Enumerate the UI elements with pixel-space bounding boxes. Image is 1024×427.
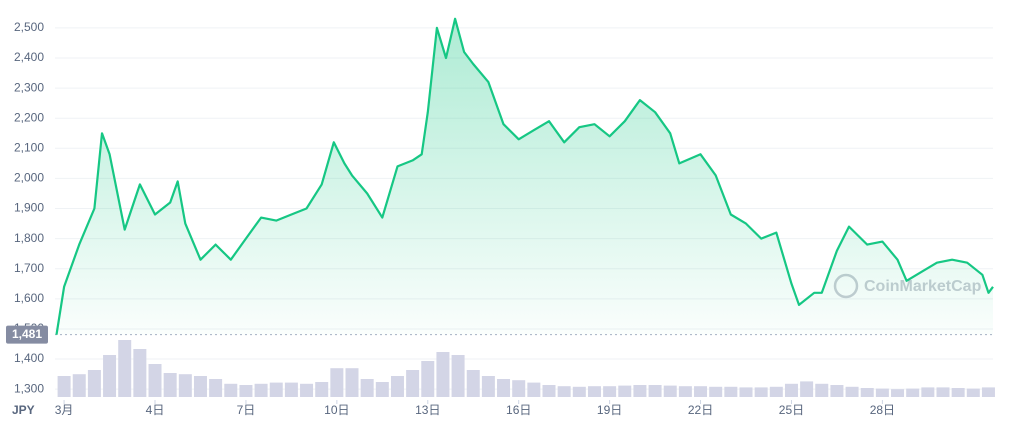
volume-bar [103, 355, 117, 397]
y-tick-label: 2,000 [14, 171, 44, 185]
volume-bar [375, 382, 389, 397]
price-marker-label: 1,481 [12, 327, 42, 341]
price-marker-badge [6, 325, 48, 344]
volume-bar [163, 373, 177, 397]
volume-bar [891, 389, 905, 397]
volume-bar [284, 382, 298, 397]
volume-bar [239, 385, 253, 397]
volume-bar [224, 383, 238, 397]
volume-bar [981, 387, 995, 397]
volume-bar [603, 386, 617, 397]
volume-bar [572, 386, 586, 397]
volume-bar [87, 370, 101, 397]
x-axis-label: JPY [12, 403, 35, 417]
volume-bar [800, 381, 814, 397]
volume-bar [648, 385, 662, 397]
volume-bar [512, 380, 526, 397]
volume-bar [739, 387, 753, 397]
volume-bar [315, 382, 329, 397]
volume-bar [724, 386, 738, 397]
x-tick-label: 13日 [415, 403, 440, 417]
y-tick-label: 2,100 [14, 140, 44, 154]
y-tick-label: 2,200 [14, 110, 44, 124]
volume-bar [118, 340, 132, 397]
volume-bar [784, 383, 798, 397]
volume-bar [57, 376, 71, 397]
volume-bar [633, 385, 647, 397]
volume-bar [527, 382, 541, 397]
volume-bar [497, 379, 511, 397]
volume-bar [345, 368, 359, 397]
volume-bar [451, 355, 465, 397]
y-tick-label: 1,300 [14, 381, 44, 395]
line [55, 17, 994, 335]
y-tick-label: 2,400 [14, 50, 44, 64]
volume-bar [936, 387, 950, 397]
volume-bar [193, 376, 207, 397]
volume-bar [769, 386, 783, 397]
volume-bar [966, 388, 980, 397]
volume-bar [830, 385, 844, 397]
volume-bar [845, 386, 859, 397]
y-tick-label: 1,700 [14, 261, 44, 275]
volume-bar [951, 388, 965, 397]
volume-bar [360, 379, 374, 397]
area [56, 18, 993, 335]
volume-bar [875, 388, 889, 397]
volume-bar [663, 385, 677, 397]
volume-bar [481, 376, 495, 397]
y-tick-label: 1,400 [14, 351, 44, 365]
volume-bar [678, 386, 692, 397]
volume-bar [542, 385, 556, 397]
x-tick-label: 16日 [506, 403, 531, 417]
x-tick-label: 7日 [237, 403, 256, 417]
x-tick-label: 22日 [688, 403, 713, 417]
volume-bar [906, 388, 920, 397]
volume-bar [406, 370, 420, 397]
volume-bar [921, 387, 935, 397]
volume-bar [754, 387, 768, 397]
volume-bar [860, 388, 874, 397]
volume-bar [709, 386, 723, 397]
volume-bar [557, 386, 571, 397]
x-tick-label: 19日 [597, 403, 622, 417]
x-tick-label: 3月 [55, 403, 74, 417]
y-tick-label: 2,300 [14, 80, 44, 94]
x-tick-label: 10日 [324, 403, 349, 417]
volume-bar [694, 386, 708, 397]
x-tick-label: 4日 [146, 403, 165, 417]
volume-bar [178, 374, 192, 397]
volume-bar [133, 349, 147, 397]
volume-bar [269, 382, 283, 397]
y-tick-label: 2,500 [14, 20, 44, 34]
x-tick-label: 28日 [870, 403, 895, 417]
volume-bar [330, 368, 344, 397]
volume-bar [618, 385, 632, 397]
y-tick-label: 1,800 [14, 231, 44, 245]
volume-bar [390, 376, 404, 397]
volume-bar [254, 383, 268, 397]
y-tick-label: 1,600 [14, 291, 44, 305]
volume-bar [436, 352, 450, 397]
volume-bar [300, 383, 314, 397]
volume-bar [815, 383, 829, 397]
volume-bar [148, 364, 162, 397]
volume-bar [587, 386, 601, 397]
volume-bar [209, 379, 223, 397]
volume-bar [421, 361, 435, 397]
y-tick-label: 1,900 [14, 201, 44, 215]
volume-bar [466, 370, 480, 397]
volume-bar [72, 374, 86, 397]
x-tick-label: 25日 [779, 403, 804, 417]
